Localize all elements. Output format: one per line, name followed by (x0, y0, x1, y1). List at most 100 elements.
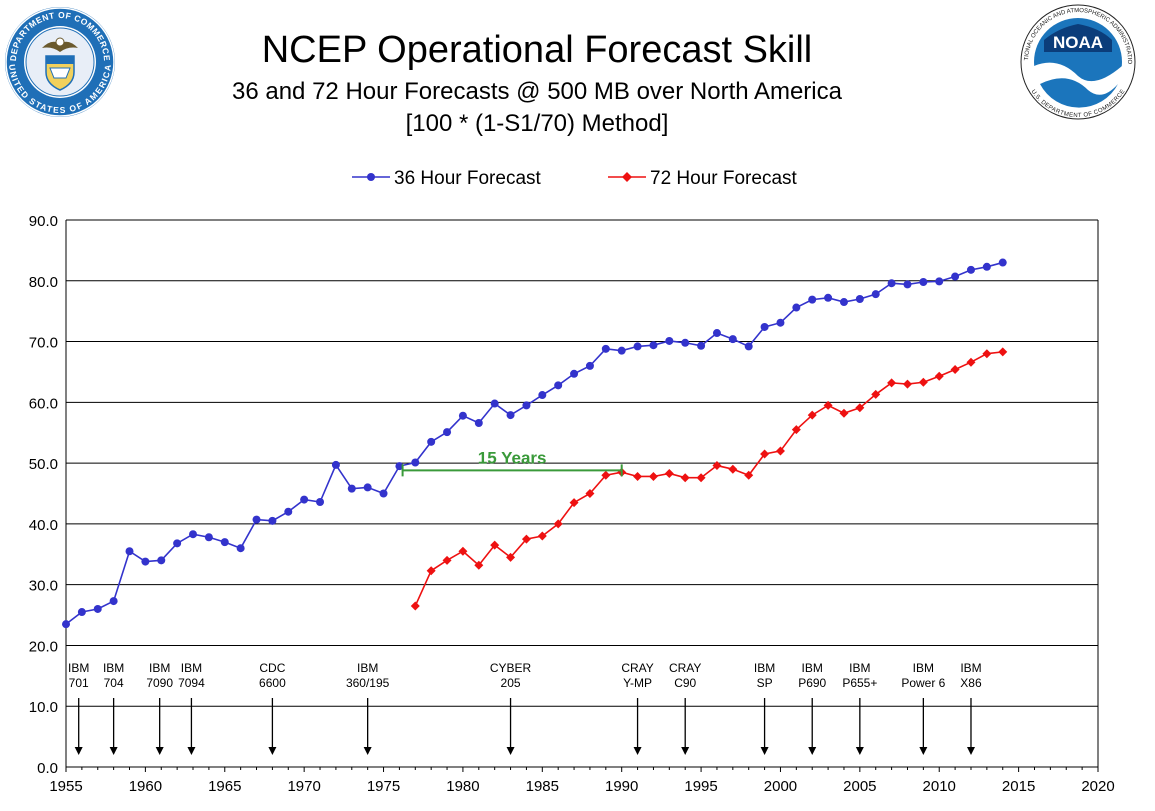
data-point-72h (871, 389, 881, 399)
computer-arrow-head (506, 747, 515, 755)
data-point-36h (347, 484, 356, 493)
data-point-72h (775, 446, 785, 456)
data-point-72h (537, 531, 547, 541)
data-point-36h (236, 544, 245, 553)
data-point-36h (681, 338, 690, 347)
y-tick-label: 70.0 (29, 335, 58, 352)
x-tick-label: 2010 (923, 778, 956, 795)
chart-subtitle: 36 and 72 Hour Forecasts @ 500 MB over N… (232, 78, 843, 105)
computer-label-line2: SP (757, 676, 773, 690)
data-point-36h (284, 507, 293, 516)
data-point-36h (506, 411, 515, 420)
computer-arrow-head (363, 747, 372, 755)
x-tick-label: 1995 (684, 778, 717, 795)
data-point-72h (823, 400, 833, 410)
series-line-0 (65, 261, 1003, 625)
svg-text:NOAA: NOAA (1053, 33, 1103, 52)
data-point-36h (109, 597, 118, 606)
data-point-36h (220, 538, 229, 547)
chart-title: NCEP Operational Forecast Skill (262, 29, 813, 71)
data-point-36h (141, 557, 150, 566)
computer-arrow-head (681, 747, 690, 755)
data-point-72h (712, 461, 722, 471)
computer-arrow-head (633, 747, 642, 755)
y-tick-label: 10.0 (29, 699, 58, 716)
computer-label-line2: P655+ (842, 676, 877, 690)
y-tick-label: 60.0 (29, 395, 58, 412)
data-point-36h (697, 341, 706, 350)
computer-label-line2: 6600 (259, 676, 286, 690)
computer-label-line2: 7090 (146, 676, 173, 690)
data-point-72h (601, 470, 611, 480)
legend: 36 Hour Forecast 72 Hour Forecast (352, 168, 798, 189)
legend-item-36h: 36 Hour Forecast (352, 168, 542, 189)
computer-label-line1: IBM (754, 661, 775, 675)
data-point-72h (760, 449, 770, 459)
data-point-36h (919, 277, 928, 286)
data-point-36h (157, 556, 166, 565)
computer-label-line2: Power 6 (901, 676, 945, 690)
legend-label-72h: 72 Hour Forecast (650, 168, 798, 189)
data-point-36h (712, 329, 721, 338)
computer-label-line1: IBM (960, 661, 981, 675)
x-tick-label: 2000 (764, 778, 797, 795)
data-point-36h (871, 290, 880, 299)
x-tick-label: 1985 (526, 778, 559, 795)
x-tick-label: 1975 (367, 778, 400, 795)
y-tick-label: 40.0 (29, 517, 58, 534)
data-point-36h (363, 483, 372, 492)
data-point-72h (648, 471, 658, 481)
data-point-36h (633, 342, 642, 351)
y-tick-label: 0.0 (37, 760, 58, 777)
computer-label-line1: IBM (181, 661, 202, 675)
computer-label-line2: 360/195 (346, 676, 390, 690)
chart-method: [100 * (1-S1/70) Method] (406, 110, 669, 137)
y-tick-label: 30.0 (29, 578, 58, 595)
data-point-36h (395, 462, 404, 471)
data-point-72h (680, 473, 690, 483)
computer-arrow-head (155, 747, 164, 755)
computer-arrow-head (109, 747, 118, 755)
data-point-72h (442, 555, 452, 565)
data-point-72h (855, 403, 865, 413)
data-point-72h (426, 566, 436, 576)
computer-label-line2: 205 (501, 676, 521, 690)
data-point-36h (966, 265, 975, 274)
data-point-72h (633, 471, 643, 481)
computer-label-line2: Y-MP (623, 676, 652, 690)
data-point-36h (522, 401, 531, 410)
data-point-36h (824, 293, 833, 302)
data-point-36h (189, 530, 198, 539)
computer-label-line2: X86 (960, 676, 982, 690)
computer-arrow-head (808, 747, 817, 755)
data-point-36h (728, 335, 737, 344)
data-point-36h (887, 279, 896, 288)
data-point-36h (808, 295, 817, 304)
data-point-72h (696, 473, 706, 483)
legend-label-36h: 36 Hour Forecast (394, 168, 542, 189)
computer-arrow-head (187, 747, 196, 755)
computer-label-line2: C90 (674, 676, 696, 690)
computer-arrow-head (268, 747, 277, 755)
data-point-72h (934, 371, 944, 381)
data-point-72h (521, 534, 531, 544)
data-point-72h (474, 560, 484, 570)
data-point-36h (427, 437, 436, 446)
plot-area: 0.0 10.0 20.0 30.0 40.0 50.0 60.0 70.0 80.0 90.0 1… (29, 213, 1115, 795)
data-point-72h (998, 347, 1008, 357)
data-point-36h (252, 515, 261, 524)
data-point-72h (839, 408, 849, 418)
x-tick-label: 1970 (287, 778, 320, 795)
data-point-36h (776, 318, 785, 327)
data-point-72h (410, 601, 420, 611)
x-tick-label: 1965 (208, 778, 241, 795)
data-point-36h (490, 399, 499, 408)
data-point-36h (935, 277, 944, 286)
data-point-72h (982, 349, 992, 359)
